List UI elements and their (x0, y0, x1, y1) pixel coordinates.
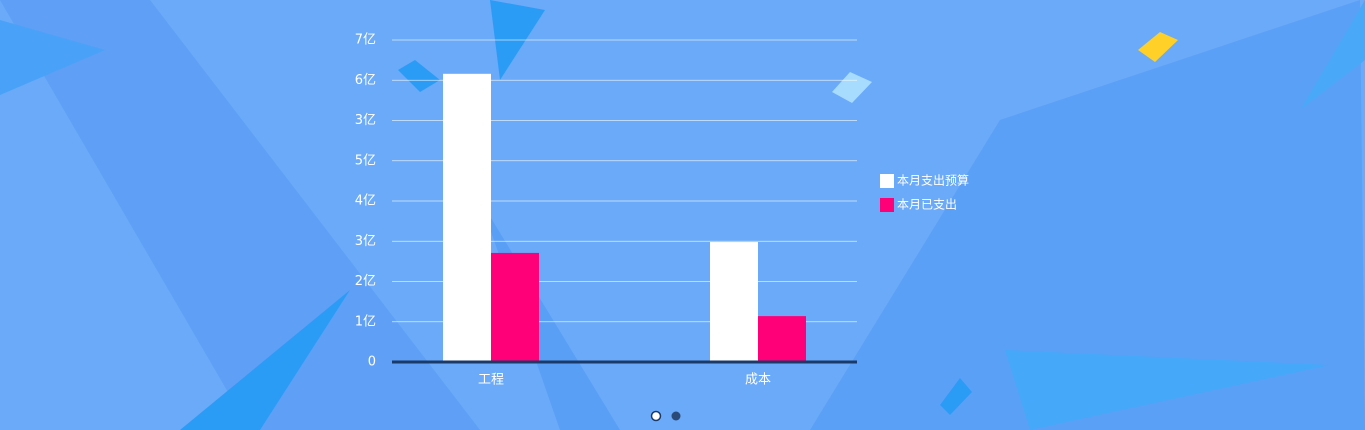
legend-label: 本月支出预算 (897, 173, 969, 188)
decor (1005, 350, 1330, 430)
decor (832, 72, 872, 103)
bar (758, 316, 806, 362)
y-tick-label: 5亿 (355, 153, 376, 168)
y-tick-label: 0 (368, 355, 376, 370)
y-tick-label: 7亿 (355, 33, 376, 48)
decor (810, 0, 1365, 430)
carousel-dot[interactable] (650, 410, 662, 422)
y-tick-label: 3亿 (355, 234, 376, 249)
decor (398, 60, 440, 92)
decor (0, 20, 105, 95)
legend-swatch (880, 198, 894, 212)
decor (0, 0, 480, 430)
bar (443, 73, 491, 362)
x-tick-label: 工程 (478, 373, 504, 388)
decor (180, 290, 350, 430)
decor (940, 378, 972, 415)
carousel-dot[interactable] (671, 411, 681, 421)
legend-swatch (880, 174, 894, 188)
x-tick-label: 成本 (745, 373, 771, 388)
y-tick-label: 6亿 (355, 73, 376, 88)
decor (1138, 32, 1178, 62)
y-tick-label: 4亿 (355, 194, 376, 209)
decor (1300, 0, 1365, 110)
y-tick-label: 2亿 (355, 274, 376, 289)
y-tick-label: 1亿 (355, 314, 376, 329)
legend-label: 本月已支出 (897, 198, 957, 212)
y-tick-label: 3亿 (355, 113, 376, 128)
bar (710, 242, 758, 362)
bar (491, 252, 539, 362)
